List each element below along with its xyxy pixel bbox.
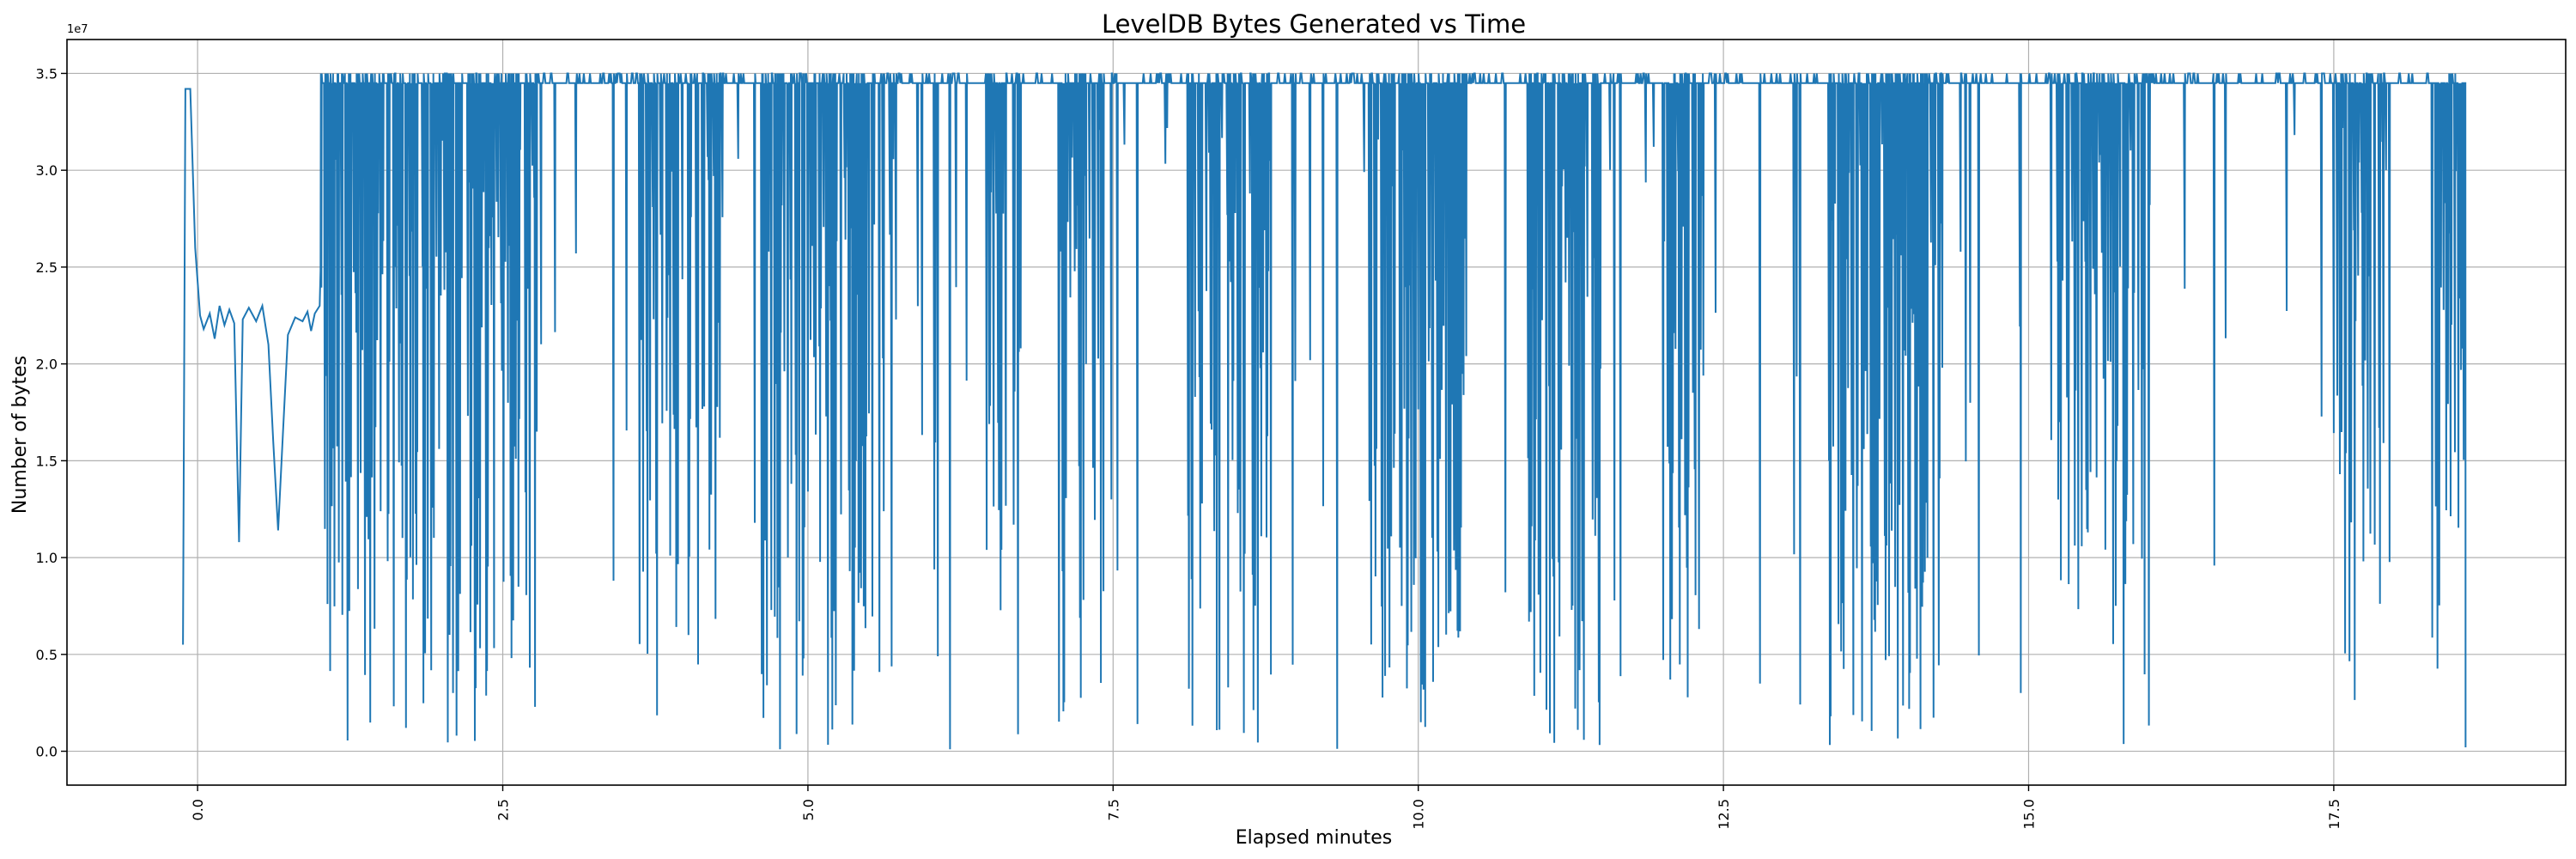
series-line-bytes — [182, 72, 2467, 750]
y-tick-label: 3.5 — [36, 65, 58, 82]
y-tick-label: 3.0 — [36, 162, 58, 179]
x-tick-label: 7.5 — [1105, 799, 1121, 820]
chart-title: LevelDB Bytes Generated vs Time — [1102, 9, 1526, 39]
x-tick-label: 5.0 — [800, 799, 817, 820]
plot-frame — [66, 39, 2567, 786]
x-axis-label: Elapsed minutes — [1236, 827, 1392, 849]
y-tick-label: 2.0 — [36, 356, 58, 373]
x-tick-label: 12.5 — [1716, 799, 1732, 830]
x-tick-label: 17.5 — [2326, 799, 2342, 830]
x-tick-label: 2.5 — [495, 799, 512, 820]
y-axis-offset-label: 1e7 — [67, 23, 88, 36]
y-tick-label: 0.0 — [36, 744, 58, 760]
y-tick-label: 1.0 — [36, 550, 58, 566]
x-tick-label: 10.0 — [1411, 799, 1427, 830]
y-tick-label: 2.5 — [36, 259, 58, 276]
y-tick-label: 1.5 — [36, 453, 58, 469]
y-axis-label: Number of bytes — [9, 356, 31, 514]
y-tick-label: 0.5 — [36, 647, 58, 663]
axes: 0.0 2.5 5.0 7.5 10.0 12.5 15.0 17.5 0.0 0.5 1.0 1.5… — [36, 39, 2567, 830]
series-layer — [182, 72, 2467, 750]
x-tick-label: 0.0 — [190, 799, 206, 820]
x-tick-label: 15.0 — [2020, 799, 2037, 830]
